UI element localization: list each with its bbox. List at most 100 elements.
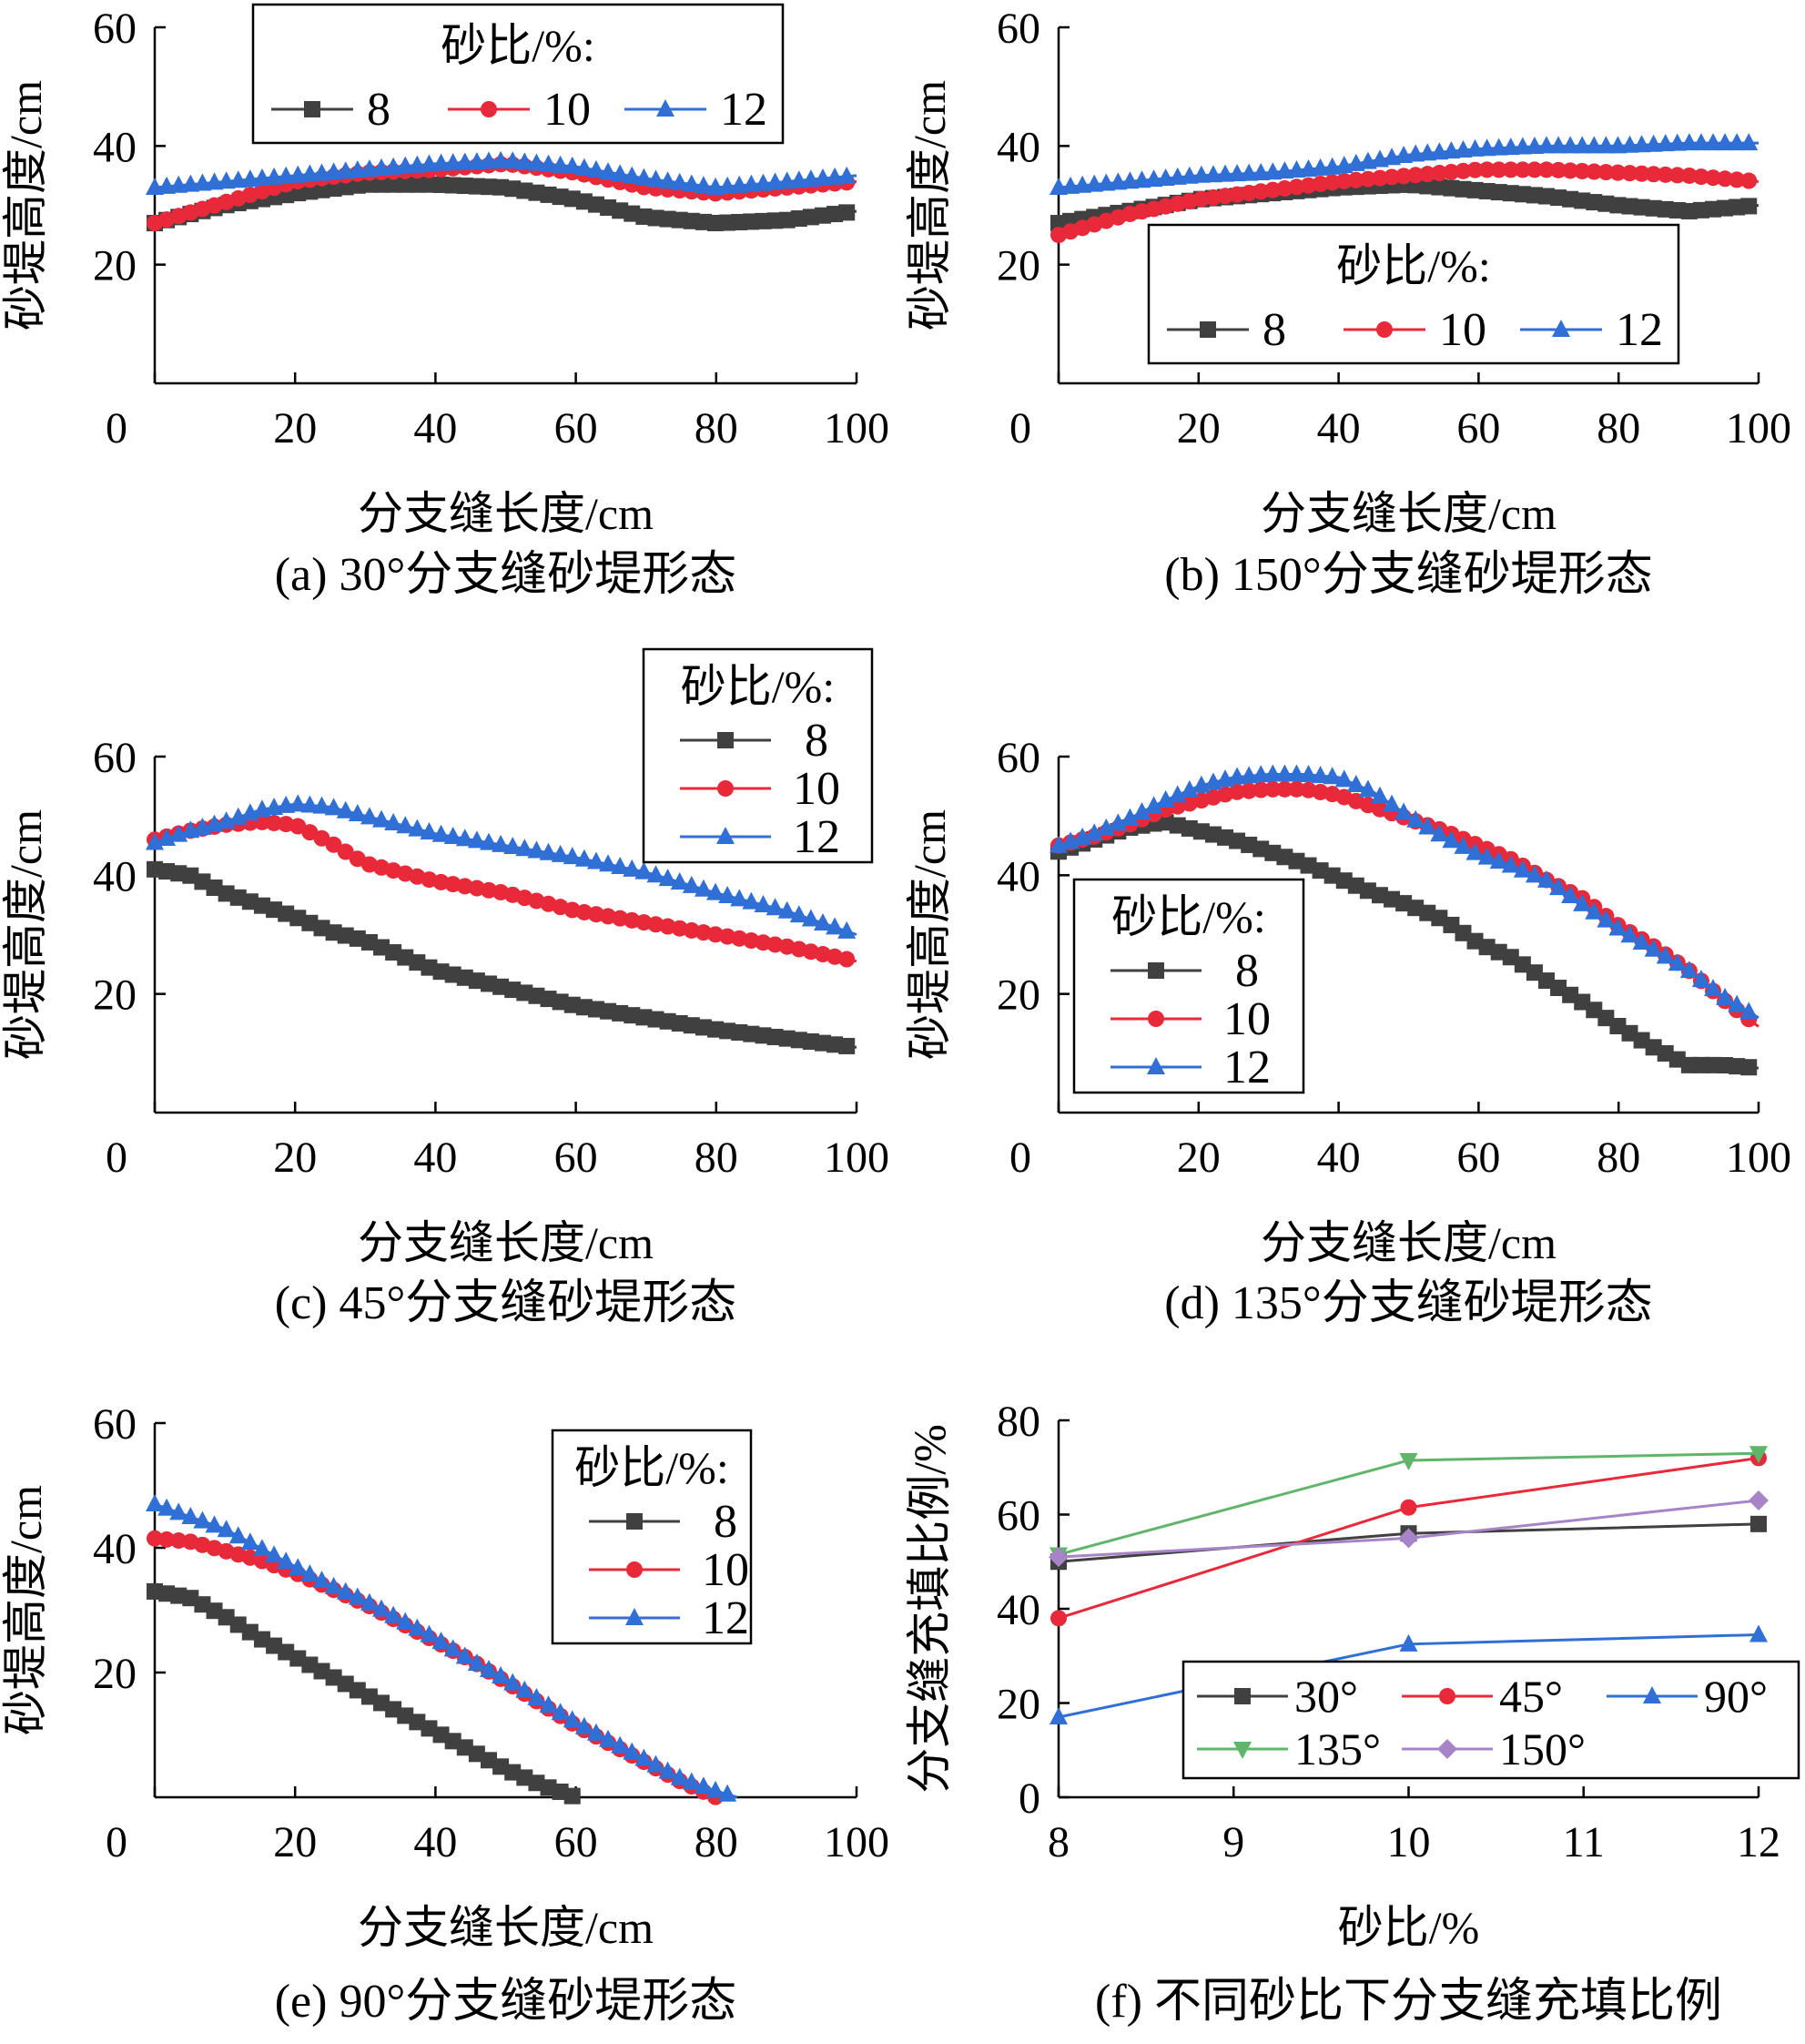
data-point [813,168,832,187]
legend-label: 45° [1499,1671,1563,1722]
data-point [837,920,857,939]
data-point [634,168,654,186]
y-tick-label: 60 [93,734,137,782]
data-point [1739,1002,1759,1020]
data-point [1229,186,1246,203]
data-point [217,171,236,189]
legend-title: 砂比/%: [441,20,594,71]
legend-label: 10 [543,84,591,136]
y-tick-label: 60 [997,734,1040,782]
data-point [372,158,391,176]
data-point [1501,137,1520,156]
data-point [682,1772,701,1790]
data-point [431,153,451,171]
data-point [682,174,701,192]
data-point [384,1605,403,1623]
data-point [1359,170,1376,188]
data-point [1465,842,1485,860]
x-tick-label: 100 [824,404,889,453]
data-point [1229,783,1246,800]
data-point [1644,134,1663,152]
data-point [1097,818,1116,836]
data-point [789,905,808,923]
legend-label: 10 [1439,304,1486,356]
y-tick-label: 40 [93,852,137,900]
data-point [515,839,534,857]
data-point [1383,794,1402,812]
data-point [360,159,379,178]
legend-marker [1148,1011,1164,1027]
data-point [706,177,725,195]
data-point [1192,190,1210,208]
data-point [158,1530,176,1548]
data-point [1608,136,1628,154]
y-axis-label: 砂堤高度/cm [0,80,51,330]
data-point [1586,163,1603,180]
legend-label: 10 [702,1544,749,1596]
data-point [539,842,558,860]
x-tick-label: 0 [106,404,127,453]
series-10 [1050,161,1759,244]
data-point [1418,817,1437,835]
legend-label: 135° [1294,1724,1381,1775]
x-axis-label: 砂比/% [1338,1902,1480,1953]
data-point [1478,161,1496,178]
y-tick-label: 60 [997,5,1040,53]
data-point [1228,164,1247,182]
data-point [1549,878,1568,896]
data-point [1419,166,1436,183]
data-point [634,1748,654,1766]
data-point [1585,901,1604,920]
data-point [325,836,342,853]
data-point [670,872,689,890]
data-point [826,167,845,185]
data-point [1525,136,1544,154]
data-point [420,821,439,839]
data-point [1656,946,1675,964]
data-point [324,798,343,816]
data-point [551,155,570,173]
chart-d: 0 20 40 60 80 100 20 40 60 分支缝长度/cm 砂堤高度/cm (d) 135… [904,734,1791,1329]
data-point [408,1618,427,1636]
data-point [1728,133,1747,151]
legend-marker [717,732,734,748]
chart-caption: (e) 90°分支缝砂堤形态 [275,1976,737,2028]
series-12 [146,1494,738,1802]
data-point [1398,1528,1419,1549]
x-tick-label: 20 [273,1818,317,1866]
legend-marker [1148,962,1164,979]
data-point [1288,780,1305,798]
legend-label: 8 [1262,304,1286,356]
data-point [1168,785,1187,803]
legend-label: 12 [720,84,767,136]
data-point [742,174,761,192]
data-point [838,951,856,968]
data-point [1501,855,1520,873]
data-point [551,844,570,862]
data-point [730,889,749,907]
data-point [838,204,856,221]
data-point [169,175,188,193]
data-point [754,173,773,191]
series-90° [1050,1624,1768,1725]
y-axis-label: 砂堤高度/cm [0,809,51,1060]
series-8 [147,1582,581,1805]
chart-e: 0 20 40 60 80 100 20 40 60 分支缝长度/cm 砂堤高度/cm (e) 90°… [0,1400,889,2028]
data-point [443,826,462,844]
data-point [611,1735,630,1754]
x-axis-label: 分支缝长度/cm [358,488,654,539]
data-point [170,1532,188,1550]
data-point [1288,178,1305,196]
series-8 [147,860,857,1054]
series-12 [1050,133,1759,195]
legend-box [642,647,874,864]
data-point [1620,925,1639,943]
data-point [1489,851,1508,869]
data-point [527,153,546,171]
x-tick-label: 60 [1456,1134,1500,1182]
data-point [1679,133,1699,151]
x-tick-label: 60 [554,1134,598,1182]
legend-label: 12 [1616,304,1663,356]
